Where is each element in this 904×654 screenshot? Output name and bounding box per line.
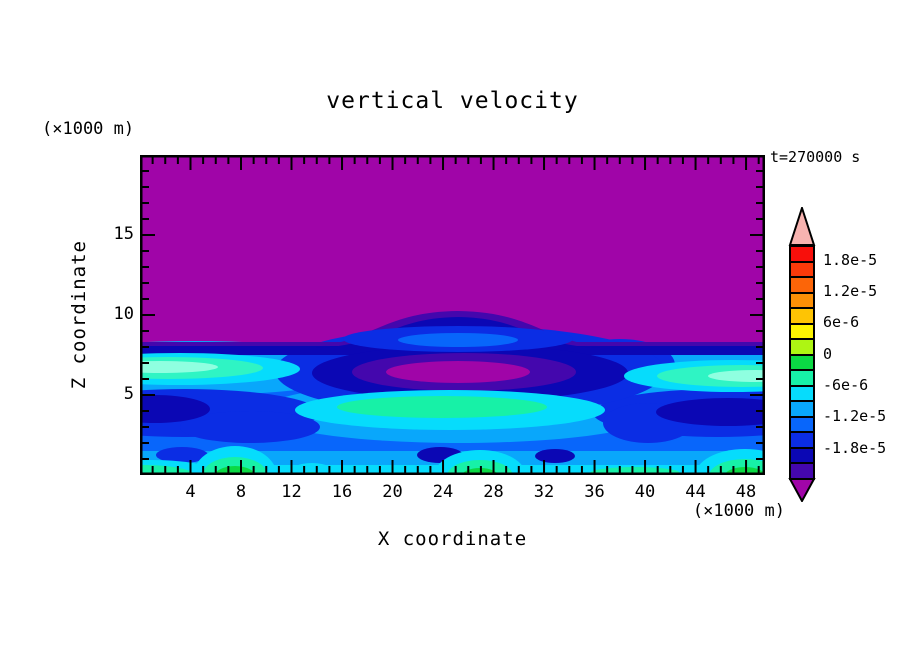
x-tick-labels: 4 8 12 16 20 24 28 32 36 40 44 48 bbox=[0, 482, 904, 504]
colorbar-tick-label: -1.8e-5 bbox=[823, 438, 887, 457]
x-tick-label: 8 bbox=[235, 482, 247, 502]
colorbar-tick-label: -1.2e-5 bbox=[823, 407, 887, 426]
time-label: t=270000 s bbox=[770, 148, 861, 166]
x-tick-label: 48 bbox=[735, 482, 757, 502]
x-tick-label: 12 bbox=[281, 482, 302, 502]
z-axis-title: Z coordinate bbox=[68, 240, 90, 390]
x-tick-label: 32 bbox=[533, 482, 555, 502]
z-tick-labels: 5 10 15 bbox=[94, 0, 134, 500]
z-axis-title-box: Z coordinate bbox=[62, 212, 96, 418]
x-tick-label: 36 bbox=[584, 482, 605, 502]
colorbar-under-arrow bbox=[788, 478, 816, 502]
x-axis-unit-label: (×1000 m) bbox=[692, 501, 785, 521]
x-tick-label: 44 bbox=[685, 482, 706, 502]
colorbar-tick-label: -6e-6 bbox=[823, 376, 869, 395]
plot-frame bbox=[140, 155, 765, 475]
colorbar-tick-label: 6e-6 bbox=[823, 313, 860, 332]
colorbar-tick-label: 1.2e-5 bbox=[823, 282, 878, 300]
colorbar bbox=[789, 245, 815, 480]
x-tick-label: 28 bbox=[483, 482, 504, 502]
colorbar-labels: 1.8e-5 1.2e-5 6e-6 0 -6e-6 -1.2e-5 -1.8e-5 bbox=[823, 0, 903, 520]
contour-field bbox=[140, 155, 765, 475]
axis-ticks bbox=[142, 157, 763, 473]
x-tick-label: 16 bbox=[331, 482, 353, 502]
x-tick-label: 40 bbox=[634, 482, 656, 502]
z-tick-label: 15 bbox=[113, 224, 134, 244]
colorbar-tick-label: 0 bbox=[823, 344, 833, 363]
colorbar-over-arrow bbox=[788, 207, 816, 246]
contour-plot bbox=[140, 155, 765, 475]
z-tick-label: 10 bbox=[113, 304, 134, 324]
z-tick-label: 5 bbox=[123, 384, 134, 404]
x-tick-label: 4 bbox=[185, 482, 196, 502]
x-tick-label: 24 bbox=[432, 482, 454, 502]
x-tick-label: 20 bbox=[382, 482, 403, 502]
colorbar-tick-label: 1.8e-5 bbox=[823, 250, 878, 269]
x-axis-title: X coordinate bbox=[377, 528, 528, 550]
z-axis-unit-label: (×1000 m) bbox=[42, 119, 135, 139]
plot-title: vertical velocity bbox=[326, 88, 579, 114]
